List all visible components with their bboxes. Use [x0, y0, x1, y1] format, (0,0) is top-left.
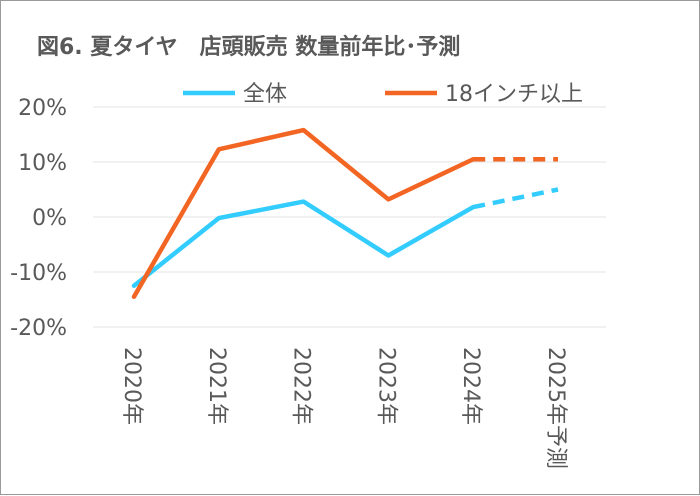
series-forecast-line-0 — [473, 190, 558, 208]
legend-label: 18インチ以上 — [445, 82, 583, 107]
x-tick-label: 2021年 — [204, 347, 229, 425]
x-tick-label: 2025年予測 — [543, 347, 568, 469]
chart-title: 図6. 夏タイヤ 店頭販売 数量前年比･予測 — [37, 34, 460, 60]
y-tick-label: 20% — [18, 96, 67, 121]
y-tick-label: 0% — [32, 206, 67, 231]
y-tick-label: -20% — [10, 316, 67, 341]
series-line-0 — [134, 202, 473, 286]
x-tick-label: 2022年 — [289, 347, 314, 425]
legend: 全体 18インチ以上 — [183, 82, 583, 107]
legend-label: 全体 — [243, 82, 287, 107]
y-axis-ticks: -20% -10% 0% 10% 20% — [10, 96, 67, 341]
x-tick-label: 2023年 — [373, 347, 398, 425]
y-tick-label: 10% — [18, 151, 67, 176]
x-tick-label: 2024年 — [458, 347, 483, 425]
x-tick-label: 2020年 — [119, 347, 144, 425]
y-tick-label: -10% — [10, 261, 67, 286]
x-axis-ticks: 2020年 2021年 2022年 2023年 2024年 2025年予測 — [119, 347, 568, 469]
gridlines — [93, 107, 606, 327]
